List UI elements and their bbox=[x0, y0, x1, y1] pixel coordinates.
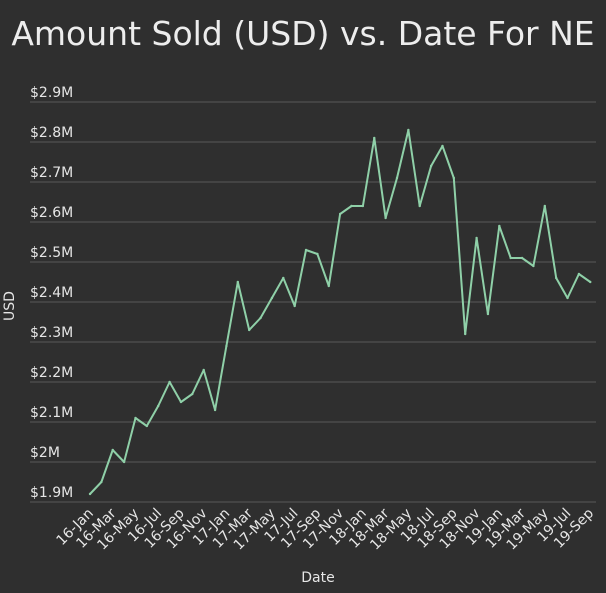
data-point bbox=[88, 492, 92, 496]
data-point bbox=[577, 272, 581, 276]
data-point bbox=[475, 236, 478, 240]
data-point bbox=[554, 276, 558, 280]
data-point bbox=[316, 252, 319, 256]
data-point bbox=[270, 296, 274, 300]
data-point bbox=[111, 448, 114, 452]
series-line bbox=[89, 129, 591, 495]
data-point bbox=[134, 416, 137, 420]
data-point bbox=[441, 144, 444, 148]
data-point bbox=[520, 256, 524, 260]
data-point bbox=[282, 276, 285, 280]
data-point bbox=[486, 312, 490, 316]
y-tick-label: $2.1M bbox=[30, 405, 73, 421]
series-layer bbox=[88, 128, 592, 496]
data-point bbox=[395, 176, 399, 180]
data-point bbox=[429, 164, 433, 168]
data-point bbox=[384, 216, 387, 220]
y-tick-label: $2.5M bbox=[30, 245, 73, 261]
data-point bbox=[509, 256, 512, 260]
y-tick-label: $2.8M bbox=[30, 125, 73, 141]
data-point bbox=[532, 264, 535, 268]
data-point bbox=[168, 380, 171, 384]
y-axis-ticks: $1.9M $2M $2.1M $2.2M $2.3M $2.4M $2.5M $2.6M $2… bbox=[30, 85, 73, 501]
data-point bbox=[589, 280, 592, 284]
data-point bbox=[498, 224, 501, 228]
y-tick-label: $2.3M bbox=[30, 325, 73, 341]
y-tick-label: $2.4M bbox=[30, 285, 73, 301]
data-point bbox=[361, 204, 365, 208]
data-point bbox=[179, 400, 183, 404]
chart-title: Amount Sold (USD) vs. Date For NE bbox=[11, 14, 595, 53]
data-point bbox=[373, 136, 376, 140]
data-point bbox=[304, 248, 308, 252]
data-point bbox=[407, 128, 410, 132]
y-tick-label: $1.9M bbox=[30, 485, 73, 501]
y-axis-label: USD bbox=[2, 291, 18, 321]
y-tick-label: $2M bbox=[30, 445, 60, 461]
x-axis-ticks: 16-Jan16-Mar16-May16-Jul16-Sep16-Nov17-J… bbox=[54, 505, 598, 553]
data-point bbox=[225, 344, 228, 348]
data-point bbox=[157, 404, 160, 408]
data-point bbox=[338, 212, 342, 216]
data-point bbox=[452, 176, 456, 180]
y-tick-label: $2.2M bbox=[30, 365, 73, 381]
data-point bbox=[236, 280, 240, 284]
gridlines bbox=[30, 101, 596, 503]
y-tick-label: $2.9M bbox=[30, 85, 73, 101]
data-point bbox=[202, 368, 205, 372]
data-point bbox=[122, 460, 126, 464]
data-point bbox=[464, 332, 467, 336]
y-tick-label: $2.7M bbox=[30, 165, 73, 181]
data-point bbox=[145, 424, 149, 428]
y-tick-label: $2.6M bbox=[30, 205, 73, 221]
data-point bbox=[566, 296, 569, 300]
data-point bbox=[418, 204, 421, 208]
data-point bbox=[259, 316, 262, 320]
data-point bbox=[100, 480, 103, 484]
data-point bbox=[543, 204, 546, 208]
x-axis-label: Date bbox=[301, 570, 334, 586]
data-point bbox=[247, 328, 251, 332]
data-point bbox=[213, 408, 217, 412]
data-point bbox=[191, 392, 194, 396]
data-point bbox=[327, 284, 330, 288]
data-point bbox=[350, 204, 353, 208]
data-point bbox=[293, 304, 296, 308]
